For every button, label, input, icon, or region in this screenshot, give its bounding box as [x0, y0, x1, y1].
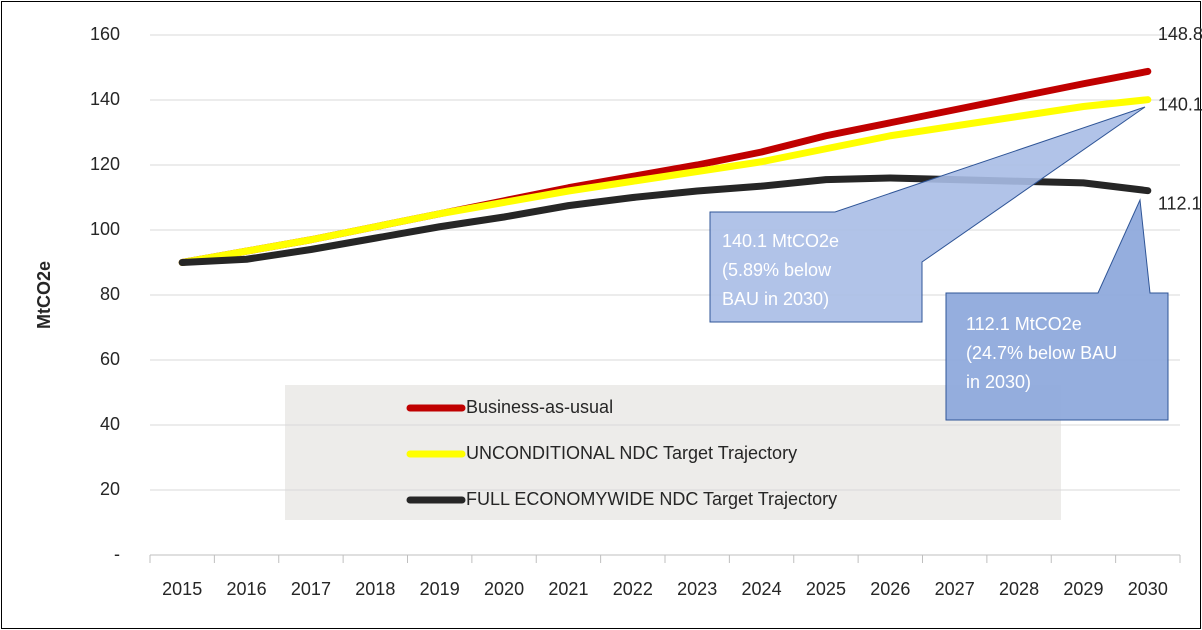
x-tick-label: 2025	[806, 579, 846, 599]
x-tick-label: 2028	[999, 579, 1039, 599]
y-tick-label: 40	[100, 414, 120, 434]
y-tick-label: -	[114, 544, 120, 564]
y-axis-label: MtCO2e	[34, 261, 54, 329]
x-tick-label: 2029	[1063, 579, 1103, 599]
x-tick-label: 2016	[227, 579, 267, 599]
y-tick-label: 160	[90, 24, 120, 44]
data-label: 140.1	[1158, 94, 1202, 114]
data-label: 112.1	[1158, 193, 1202, 213]
data-label: 148.8	[1158, 24, 1202, 44]
x-tick-label: 2015	[162, 579, 202, 599]
y-tick-label: 80	[100, 284, 120, 304]
x-tick-label: 2017	[291, 579, 331, 599]
x-tick-label: 2019	[420, 579, 460, 599]
y-tick-label: 120	[90, 154, 120, 174]
x-tick-label: 2023	[677, 579, 717, 599]
y-tick-label: 100	[90, 219, 120, 239]
x-tick-label: 2022	[613, 579, 653, 599]
callout-shape	[709, 106, 1146, 323]
x-tick-label: 2024	[742, 579, 782, 599]
x-tick-label: 2020	[484, 579, 524, 599]
y-tick-label: 140	[90, 89, 120, 109]
callout-text: 112.1 MtCO2e	[966, 314, 1082, 334]
y-tick-label: 60	[100, 349, 120, 369]
series-line	[178, 96, 1152, 266]
callout-text: BAU in 2030)	[722, 289, 829, 309]
x-tick-label: 2021	[548, 579, 588, 599]
legend-label: FULL ECONOMYWIDE NDC Target Trajectory	[466, 489, 837, 509]
x-tick-label: 2030	[1128, 579, 1168, 599]
callout-shape	[945, 198, 1169, 421]
callout-text: (24.7% below BAU	[966, 343, 1117, 363]
callout-text: (5.89% below	[722, 260, 832, 280]
callout-text: in 2030)	[966, 372, 1031, 392]
x-tick-label: 2027	[935, 579, 975, 599]
callout-text: 140.1 MtCO2e	[722, 231, 839, 251]
x-tick-label: 2026	[870, 579, 910, 599]
legend-label: UNCONDITIONAL NDC Target Trajectory	[466, 443, 797, 463]
y-tick-label: 20	[100, 479, 120, 499]
legend-label: Business-as-usual	[466, 397, 613, 417]
x-tick-label: 2018	[355, 579, 395, 599]
